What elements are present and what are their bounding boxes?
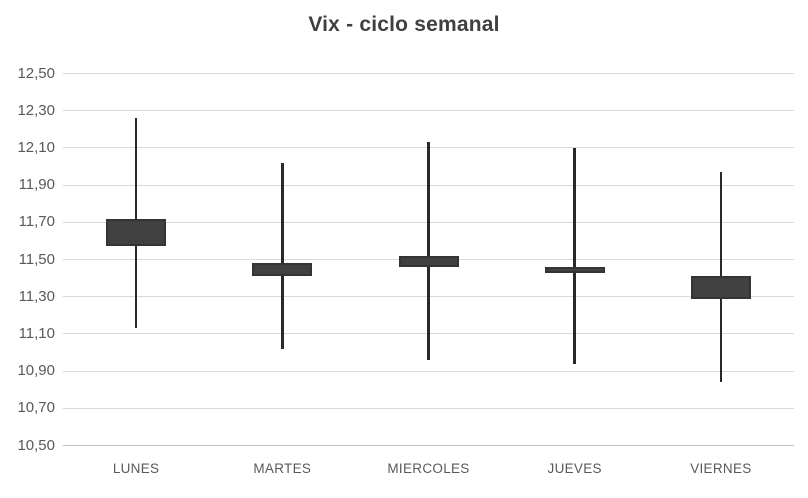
- candle-box: [398, 255, 459, 267]
- y-tick-label: 11,90: [18, 176, 55, 194]
- candle-box: [690, 276, 751, 299]
- candle-whisker: [427, 142, 430, 360]
- y-tick-label: 11,70: [18, 213, 55, 231]
- gridline: [63, 407, 794, 409]
- y-tick-label: 11,50: [18, 250, 55, 268]
- gridline: [63, 110, 794, 112]
- x-tick-label: VIERNES: [690, 461, 752, 476]
- x-tick-label: MIERCOLES: [387, 461, 470, 476]
- y-tick-label: 10,70: [17, 399, 55, 417]
- x-tick-label: JUEVES: [547, 461, 602, 476]
- y-tick-label: 12,50: [17, 64, 55, 82]
- gridline: [63, 73, 794, 74]
- y-tick-label: 12,10: [17, 138, 55, 156]
- x-tick-label: MARTES: [253, 461, 312, 476]
- chart-title: Vix - ciclo semanal: [308, 13, 500, 36]
- gridline: [63, 370, 794, 372]
- candle-box: [544, 266, 605, 273]
- candle-whisker: [281, 162, 284, 349]
- candle-box: [252, 263, 313, 277]
- y-tick-label: 11,30: [18, 287, 55, 305]
- candle-whisker: [573, 147, 576, 364]
- y-tick-label: 10,90: [17, 362, 55, 380]
- y-tick-label: 10,50: [17, 436, 55, 454]
- x-axis-line: [63, 445, 794, 446]
- candle-box: [106, 218, 167, 247]
- y-tick-label: 12,30: [17, 101, 55, 119]
- y-tick-label: 11,10: [18, 324, 55, 342]
- x-tick-label: LUNES: [112, 461, 160, 476]
